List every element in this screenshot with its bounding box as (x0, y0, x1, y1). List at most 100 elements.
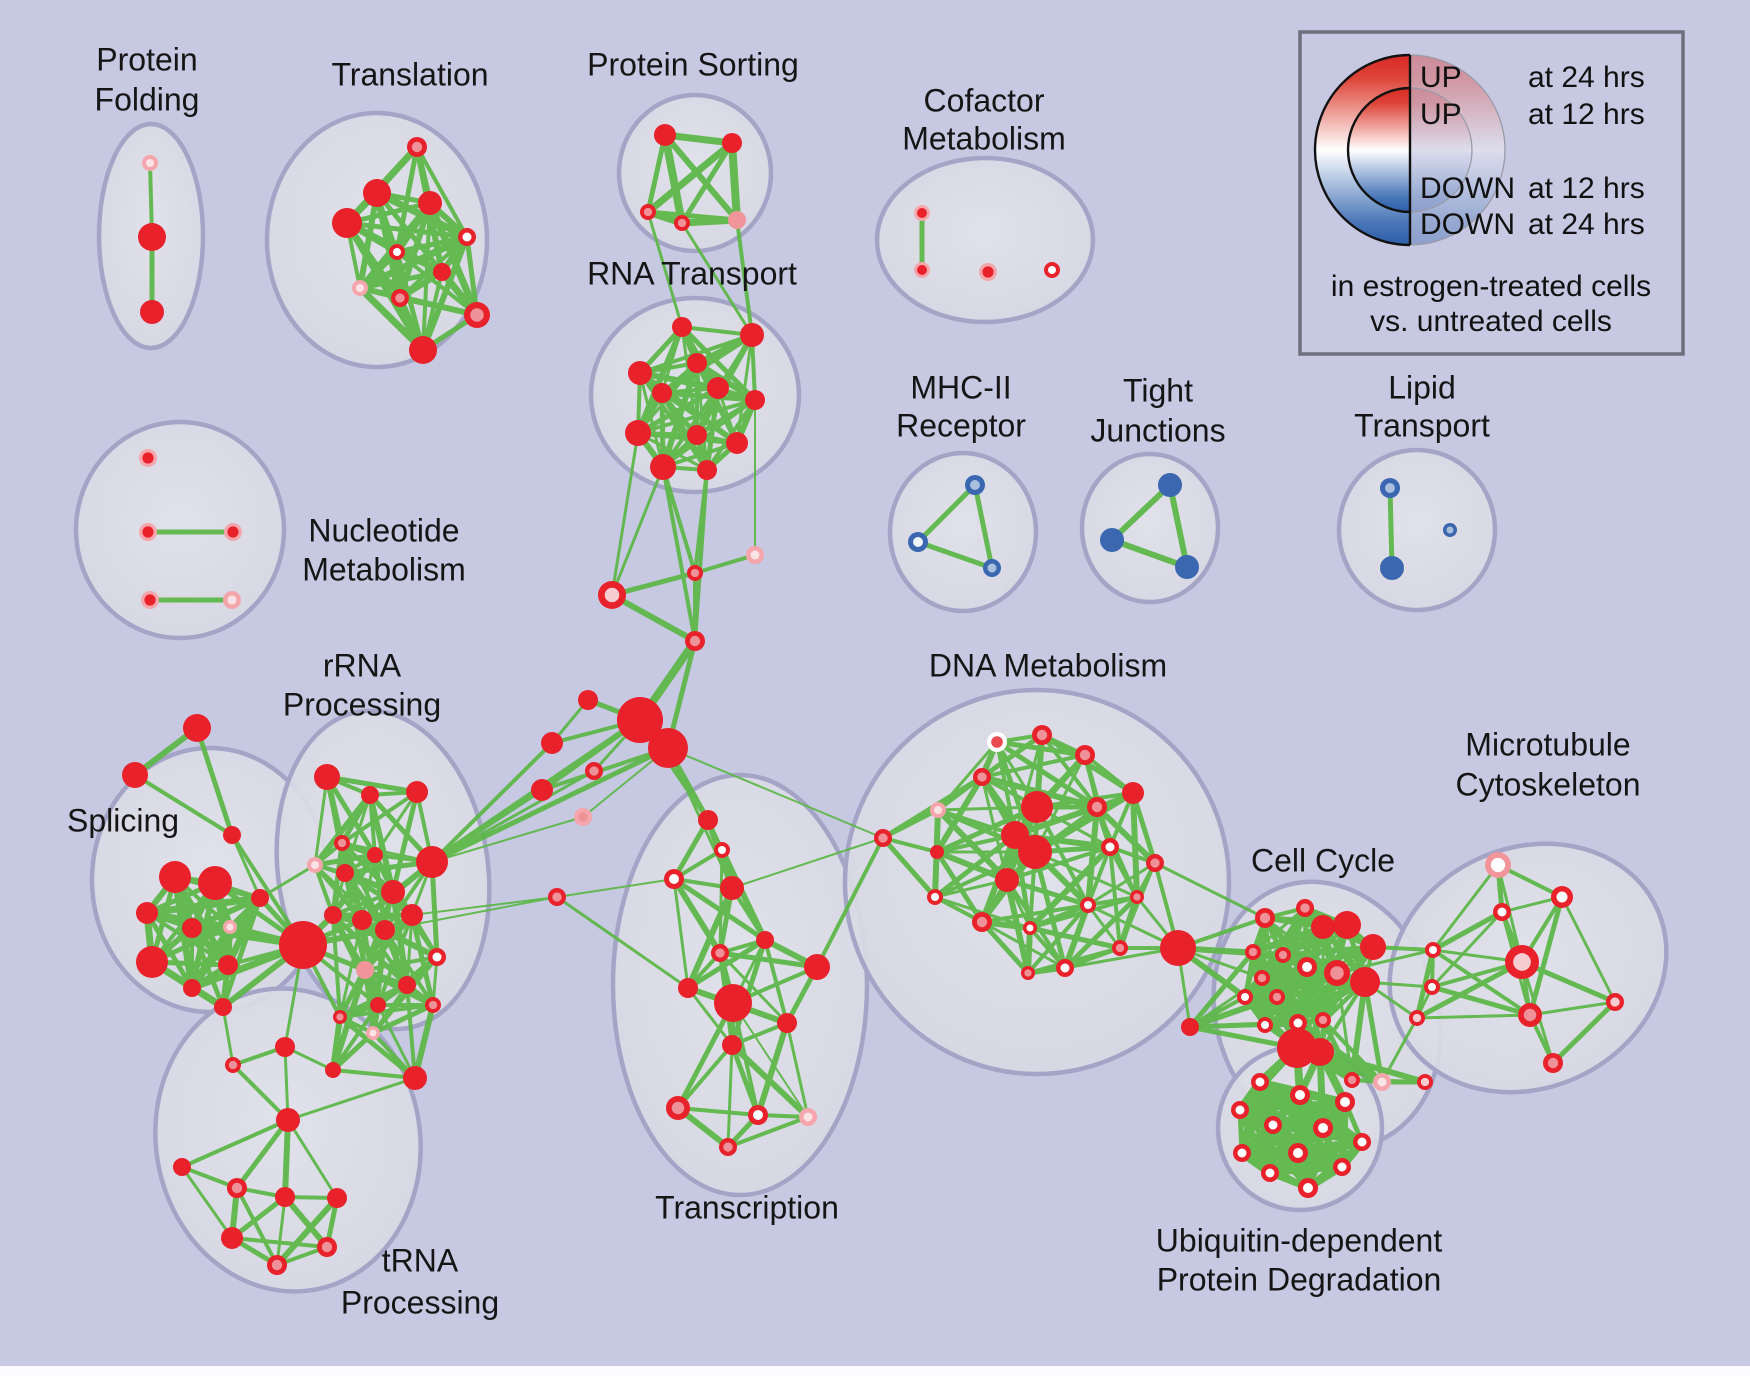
network-node-center (336, 1013, 344, 1021)
network-edge (1280, 944, 1376, 958)
legend-direction-label-3: DOWN (1420, 208, 1515, 241)
network-node-center (1318, 1123, 1328, 1133)
cluster-label-ub: Ubiquitin-dependent (1156, 1222, 1443, 1258)
network-edge (1251, 906, 1307, 954)
network-edge (934, 774, 985, 855)
legend: UP at 24 hrs UP at 12 hrs DOWN at 12 hrs DOWN a… (1298, 30, 1685, 356)
legend-time-label-2: at 12 hrs (1528, 172, 1645, 205)
network-edge (1027, 844, 1113, 931)
network-node-center (1556, 891, 1568, 903)
network-node (541, 732, 563, 754)
network-edge (880, 835, 938, 900)
network-node (672, 317, 692, 337)
network-node (409, 336, 437, 364)
network-edge (430, 741, 554, 864)
network-node-center (1302, 962, 1312, 972)
network-edge (1085, 804, 1100, 908)
network-edge (755, 1020, 790, 1118)
network-node (138, 223, 166, 251)
cluster-label-ub: Protein Degradation (1157, 1261, 1442, 1297)
network-edge (331, 1003, 380, 1072)
network-edge (915, 539, 995, 571)
network-node (140, 300, 164, 324)
cluster-label-tn: tRNA (382, 1242, 459, 1278)
network-node (687, 353, 707, 373)
network-edge (915, 482, 978, 545)
network-node (332, 208, 362, 238)
network-node (652, 383, 672, 403)
network-edge (1317, 1049, 1428, 1085)
network-node-center (1330, 966, 1344, 980)
network-node (1158, 473, 1182, 497)
network-node-center (1377, 1077, 1387, 1087)
network-node-center (669, 874, 679, 884)
network-node (1350, 967, 1380, 997)
network-node (678, 978, 698, 998)
network-node (728, 211, 746, 229)
network-node-center (578, 812, 588, 822)
network-node (625, 420, 651, 446)
network-node-center (462, 232, 472, 242)
network-node-center (1150, 858, 1160, 868)
network-node (617, 697, 663, 743)
network-node-center (1237, 1148, 1247, 1158)
network-node-center (976, 916, 988, 928)
network-node-center (1318, 1015, 1328, 1025)
network-edge (638, 371, 665, 469)
nodes-layer (122, 124, 1624, 1275)
network-node-center (753, 1110, 763, 1120)
network-edge (1188, 1023, 1267, 1029)
network-edge (679, 140, 735, 226)
network-edge (610, 465, 665, 597)
network-edge (330, 1014, 343, 1073)
network-node (714, 984, 752, 1022)
network-edge (360, 853, 377, 922)
network-node (707, 377, 729, 399)
network-node (722, 1035, 742, 1055)
network-node (314, 764, 340, 790)
network-node-center (917, 265, 927, 275)
network-edge (659, 332, 755, 396)
network-node (218, 955, 238, 975)
network-edge (635, 385, 721, 436)
network-edge (555, 895, 690, 990)
network-edge (732, 1002, 809, 1118)
cluster-label-lt: Transport (1354, 407, 1490, 443)
network-node-center (718, 846, 726, 854)
network-node-center (750, 550, 760, 560)
network-node (352, 910, 372, 930)
cluster-ellipse-lt (1336, 447, 1498, 613)
network-edge (980, 903, 1090, 924)
network-node-center (231, 1182, 243, 1194)
network-node (182, 918, 202, 938)
network-node-center (1084, 901, 1092, 909)
network-edge (356, 284, 427, 354)
cluster-label-tr: Translation (331, 56, 488, 92)
network-node-center (1429, 946, 1437, 954)
network-edge (180, 1165, 234, 1240)
network-node (198, 866, 232, 900)
network-edge (282, 1117, 291, 1200)
network-edge (1267, 1164, 1345, 1176)
network-edge (609, 592, 698, 644)
network-edge (220, 895, 263, 1010)
network-node-center (1513, 953, 1531, 971)
network-node (1306, 1038, 1334, 1066)
network-edge (881, 808, 940, 840)
network-node-center (643, 207, 653, 217)
network-edge (815, 836, 885, 969)
network-node-center (1293, 1148, 1303, 1158)
network-node (173, 1158, 191, 1176)
network-node (650, 454, 676, 480)
network-edge (979, 732, 1045, 780)
network-node (418, 191, 442, 215)
network-edge (274, 1195, 340, 1268)
network-node (159, 861, 191, 893)
network-edge (1094, 804, 1158, 866)
network-edge (1259, 975, 1368, 985)
network-node (697, 460, 717, 480)
network-edge (1550, 999, 1618, 1066)
network-edge (420, 234, 470, 353)
cluster-label-rr: Processing (283, 686, 441, 722)
network-node-center (1091, 801, 1103, 813)
